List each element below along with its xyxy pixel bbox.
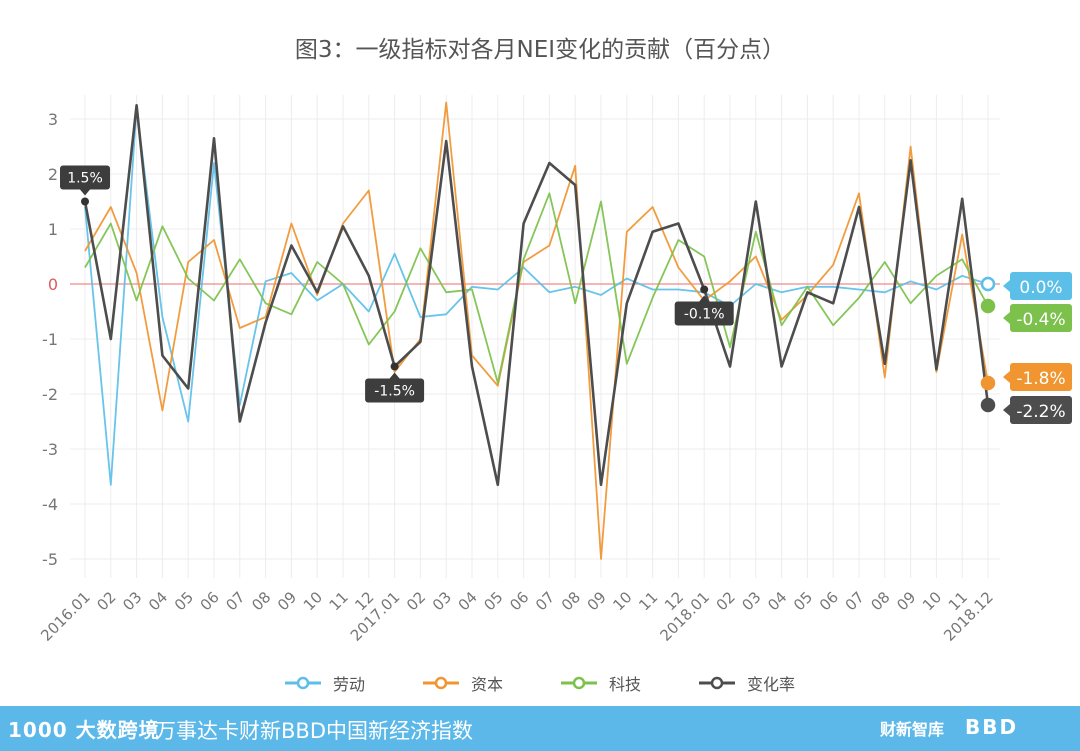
end-point-劳动	[980, 276, 996, 292]
x-tick-label: 03	[119, 588, 145, 614]
end-point-资本	[980, 375, 996, 391]
x-tick-label: 02	[93, 588, 119, 614]
x-tick-label: 06	[506, 588, 532, 614]
x-tick-label: 2016.01	[37, 588, 94, 645]
y-tick-label: -3	[42, 440, 58, 459]
callout-point	[390, 362, 399, 371]
x-tick-label: 05	[171, 588, 197, 614]
x-tick-label: 09	[893, 588, 919, 614]
y-tick-label: -4	[42, 495, 58, 514]
x-tick-label: 03	[738, 588, 764, 614]
legend-item: 科技	[561, 671, 641, 695]
x-tick-label: 03	[429, 588, 455, 614]
footer-brand: 财新智库	[880, 720, 945, 739]
x-tick-label: 05	[790, 588, 816, 614]
callout-box	[674, 301, 734, 326]
legend-label: 资本	[470, 675, 503, 694]
footer-logo: 1000 大数跨境	[8, 718, 160, 742]
series-layer	[83, 101, 990, 560]
legend-label: 科技	[609, 675, 642, 694]
series-line-变化率	[83, 104, 990, 487]
x-tick-label: 09	[584, 588, 610, 614]
end-label-pointer	[1003, 280, 1010, 292]
end-label-text: -1.8%	[1016, 369, 1065, 389]
callout-box	[365, 378, 425, 403]
x-tick-label: 04	[145, 588, 171, 614]
x-tick-label: 07	[532, 588, 558, 614]
x-tick-label: 02	[713, 588, 739, 614]
y-tick-label: -2	[42, 385, 58, 404]
footer-bbd-logo: BBD	[965, 715, 1019, 739]
x-tick-label: 07	[842, 588, 868, 614]
x-tick-label: 08	[867, 588, 893, 614]
x-tick-label: 11	[326, 588, 352, 614]
y-tick-label: -5	[42, 550, 58, 569]
legend-item: 变化率	[699, 671, 795, 695]
end-label-box	[1010, 272, 1072, 300]
end-label-pointer	[1003, 404, 1010, 416]
end-label-text: -0.4%	[1016, 310, 1065, 330]
end-point-变化率	[980, 397, 996, 413]
footer-index-name: 万事达卡财新BBD中国新经济指数	[155, 719, 473, 743]
legend: 劳动 资本 科技 变化率	[0, 671, 1080, 695]
x-tick-label: 10	[609, 588, 635, 614]
callout-text: -0.1%	[684, 307, 725, 323]
legend-swatch	[284, 676, 321, 690]
end-label-text: -2.2%	[1016, 402, 1065, 422]
end-label-box	[1010, 363, 1072, 391]
x-tick-label: 04	[764, 588, 790, 614]
series-line-科技	[84, 192, 989, 384]
x-tick-label: 02	[403, 588, 429, 614]
label-layer: 1.5% -1.5% -0.1% 0.0% -0.4% -1.8% -2.2%	[60, 165, 1072, 424]
series-line-资本	[84, 101, 989, 560]
legend-swatch	[699, 676, 736, 690]
x-tick-label: 06	[816, 588, 842, 614]
y-tick-label: 0	[48, 275, 58, 294]
callout-pointer	[699, 295, 710, 302]
end-label-text: 0.0%	[1019, 278, 1062, 298]
callout-point	[81, 197, 89, 206]
end-label-box	[1010, 396, 1072, 424]
x-tick-label: 10	[300, 588, 326, 614]
x-tick-label: 04	[455, 588, 481, 614]
chart-title: 图3：一级指标对各月NEI变化的贡献（百分点）	[294, 37, 786, 63]
callout-point	[700, 285, 709, 294]
callout-pointer	[80, 189, 90, 196]
y-tick-label: 2	[48, 165, 58, 184]
end-label-pointer	[1003, 312, 1010, 324]
end-point-科技	[980, 298, 996, 314]
legend-label: 劳动	[332, 675, 365, 694]
callout-pointer	[389, 372, 400, 379]
x-tick-label: 05	[480, 588, 506, 614]
legend-item: 劳动	[284, 671, 365, 695]
legend-swatch	[561, 676, 597, 690]
y-tick-label: -1	[42, 330, 58, 349]
callout-text: 1.5%	[67, 171, 103, 187]
x-tick-label: 08	[558, 588, 584, 614]
x-tick-label: 07	[222, 588, 248, 614]
callout-text: -1.5%	[374, 384, 415, 400]
footer-bar: 1000 大数跨境 万事达卡财新BBD中国新经济指数 财新智库 BBD	[0, 706, 1080, 751]
end-label-box	[1010, 304, 1072, 332]
y-tick-label: 1	[48, 220, 58, 239]
x-tick-label: 06	[197, 588, 223, 614]
end-label-pointer	[1003, 371, 1010, 383]
x-tick-label: 10	[919, 588, 945, 614]
x-tick-label: 11	[635, 588, 661, 614]
callout-box	[60, 165, 110, 190]
legend-swatch	[422, 676, 459, 690]
legend-label: 变化率	[747, 675, 796, 694]
grid-layer	[70, 95, 1000, 578]
x-tick-label: 08	[248, 588, 274, 614]
x-tick-label: 09	[274, 588, 300, 614]
series-line-劳动	[84, 107, 989, 486]
legend-item: 资本	[422, 671, 503, 695]
y-tick-label: 3	[48, 110, 58, 129]
